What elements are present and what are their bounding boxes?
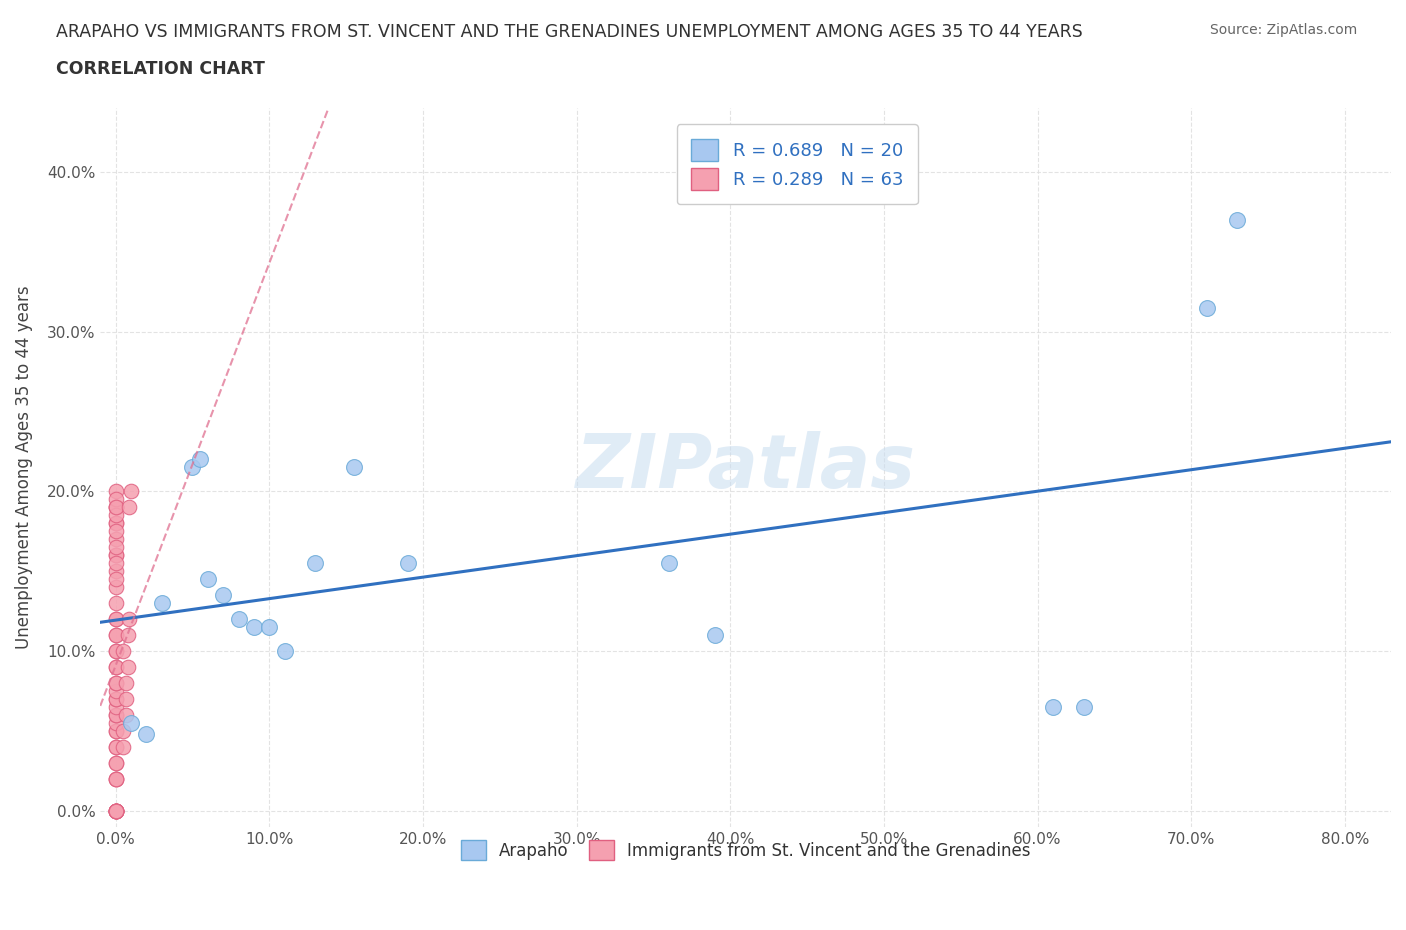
Point	[104, 739, 127, 754]
Point	[104, 644, 127, 658]
Text: Source: ZipAtlas.com: Source: ZipAtlas.com	[1209, 23, 1357, 37]
Point	[112, 644, 135, 658]
Point	[104, 628, 127, 643]
Text: ZIPatlas: ZIPatlas	[575, 431, 915, 504]
Text: CORRELATION CHART: CORRELATION CHART	[56, 60, 266, 78]
Text: ARAPAHO VS IMMIGRANTS FROM ST. VINCENT AND THE GRENADINES UNEMPLOYMENT AMONG AGE: ARAPAHO VS IMMIGRANTS FROM ST. VINCENT A…	[56, 23, 1083, 41]
Point	[1042, 699, 1064, 714]
Point	[112, 739, 135, 754]
Point	[104, 484, 127, 498]
Point	[104, 556, 127, 571]
Point	[118, 499, 141, 514]
Point	[104, 739, 127, 754]
Point	[104, 771, 127, 786]
Point	[117, 659, 139, 674]
Point	[243, 619, 266, 634]
Point	[104, 516, 127, 531]
Point	[104, 492, 127, 507]
Point	[104, 596, 127, 611]
Point	[104, 548, 127, 563]
Point	[104, 724, 127, 738]
Point	[304, 556, 326, 571]
Point	[104, 499, 127, 514]
Point	[703, 628, 725, 643]
Point	[104, 755, 127, 770]
Point	[104, 524, 127, 538]
Point	[104, 516, 127, 531]
Point	[104, 572, 127, 587]
Point	[115, 692, 138, 707]
Point	[104, 804, 127, 818]
Point	[117, 628, 139, 643]
Point	[104, 715, 127, 730]
Point	[104, 804, 127, 818]
Point	[104, 692, 127, 707]
Point	[104, 684, 127, 698]
Point	[104, 708, 127, 723]
Point	[188, 452, 211, 467]
Point	[104, 508, 127, 523]
Point	[1226, 212, 1249, 227]
Point	[104, 804, 127, 818]
Point	[273, 644, 295, 658]
Point	[104, 804, 127, 818]
Point	[118, 612, 141, 627]
Point	[104, 804, 127, 818]
Point	[212, 588, 235, 603]
Point	[259, 619, 281, 634]
Point	[104, 548, 127, 563]
Legend: Arapaho, Immigrants from St. Vincent and the Grenadines: Arapaho, Immigrants from St. Vincent and…	[453, 831, 1039, 869]
Point	[1073, 699, 1095, 714]
Point	[104, 659, 127, 674]
Point	[104, 771, 127, 786]
Point	[104, 532, 127, 547]
Point	[104, 644, 127, 658]
Point	[658, 556, 681, 571]
Point	[104, 499, 127, 514]
Point	[181, 460, 204, 475]
Point	[396, 556, 419, 571]
Point	[1195, 300, 1218, 315]
Point	[104, 612, 127, 627]
Point	[104, 804, 127, 818]
Point	[104, 692, 127, 707]
Point	[104, 539, 127, 554]
Point	[104, 675, 127, 690]
Point	[104, 628, 127, 643]
Point	[104, 659, 127, 674]
Point	[150, 596, 173, 611]
Point	[104, 771, 127, 786]
Point	[112, 724, 135, 738]
Point	[104, 755, 127, 770]
Point	[104, 612, 127, 627]
Point	[104, 564, 127, 578]
Point	[104, 579, 127, 594]
Point	[120, 715, 142, 730]
Point	[104, 499, 127, 514]
Point	[104, 804, 127, 818]
Point	[135, 726, 157, 741]
Y-axis label: Unemployment Among Ages 35 to 44 years: Unemployment Among Ages 35 to 44 years	[15, 286, 32, 649]
Point	[115, 675, 138, 690]
Point	[104, 724, 127, 738]
Point	[120, 484, 142, 498]
Point	[197, 572, 219, 587]
Point	[104, 804, 127, 818]
Point	[104, 708, 127, 723]
Point	[228, 612, 250, 627]
Point	[104, 675, 127, 690]
Point	[115, 708, 138, 723]
Point	[343, 460, 366, 475]
Point	[104, 699, 127, 714]
